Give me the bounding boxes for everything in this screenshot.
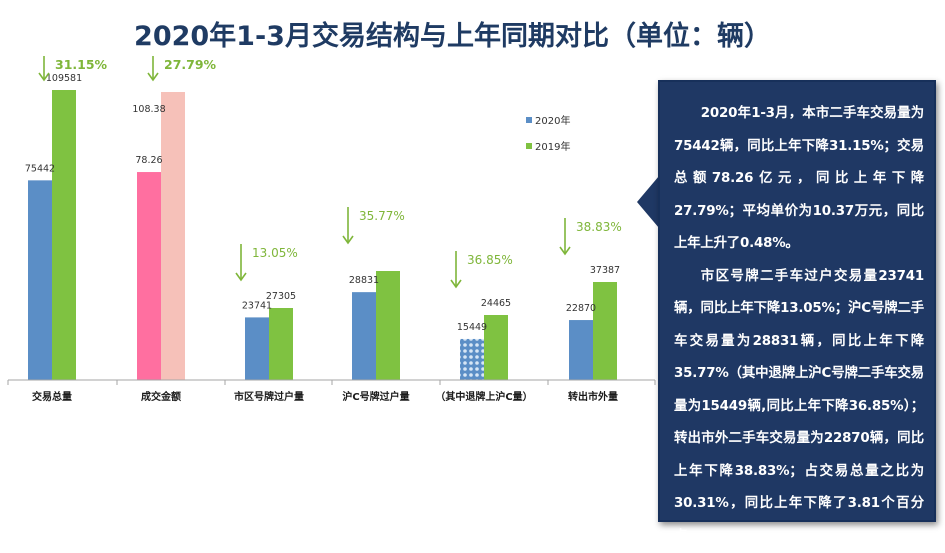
value-label-2020-5: 22870: [566, 303, 596, 314]
callout-paragraph-2: 市区号牌二手车过户交易量23741辆，同比上年下降13.05%；沪C号牌二手车交…: [674, 261, 924, 553]
value-label-2019-1: 108.38: [132, 104, 165, 115]
bar-2019-5: [593, 282, 617, 380]
down-arrow-icon: [39, 56, 49, 80]
bar-2019-1: [161, 92, 185, 380]
down-arrow-icon: [343, 207, 353, 243]
category-label-5: 转出市外量: [568, 390, 618, 403]
value-label-2020-2: 23741: [242, 300, 272, 311]
bar-2020-1: [137, 172, 161, 380]
bar-2020-4: [460, 339, 484, 380]
value-label-2019-4: 24465: [481, 298, 511, 309]
bar-2020-3: [352, 292, 376, 380]
legend-swatch-0: [526, 117, 532, 123]
category-label-2: 市区号牌过户量: [234, 390, 304, 403]
bar-2019-0: [52, 90, 76, 380]
callout-paragraph-1: 2020年1-3月，本市二手车交易量为75442辆，同比上年下降31.15%；交…: [674, 98, 924, 261]
bar-2019-3: [376, 271, 400, 380]
change-percent-3: 35.77%: [359, 209, 405, 223]
change-percent-0: 31.15%: [55, 57, 108, 72]
value-label-2020-0: 75442: [25, 163, 55, 174]
summary-callout: 2020年1-3月，本市二手车交易量为75442辆，同比上年下降31.15%；交…: [658, 80, 936, 522]
change-percent-5: 38.83%: [576, 220, 622, 234]
value-label-2020-4: 15449: [457, 322, 487, 333]
bar-2020-5: [569, 320, 593, 380]
legend-label-0: 2020年: [535, 114, 570, 127]
value-label-2019-0: 109581: [46, 73, 82, 84]
bar-2020-2: [245, 317, 269, 380]
change-percent-4: 36.85%: [467, 253, 513, 267]
category-label-4: （其中退牌上沪C量）: [435, 390, 532, 403]
value-label-2020-1: 78.26: [135, 155, 162, 166]
down-arrow-icon: [560, 218, 570, 254]
change-percent-1: 27.79%: [164, 57, 217, 72]
category-label-0: 交易总量: [32, 390, 72, 403]
value-label-2020-3: 28831: [349, 275, 379, 286]
category-label-1: 成交金额: [141, 390, 181, 403]
category-label-3: 沪C号牌过户量: [342, 390, 409, 403]
value-label-2019-5: 37387: [590, 265, 620, 276]
legend-swatch-1: [526, 143, 532, 149]
value-label-2019-2: 27305: [266, 291, 296, 302]
down-arrow-icon: [148, 56, 158, 80]
bar-2019-2: [269, 308, 293, 380]
callout-tail: [637, 176, 659, 228]
bar-2020-0: [28, 180, 52, 380]
down-arrow-icon: [236, 244, 246, 280]
legend-label-1: 2019年: [535, 140, 570, 153]
bar-2019-4: [484, 315, 508, 380]
change-percent-2: 13.05%: [252, 246, 298, 260]
down-arrow-icon: [451, 251, 461, 287]
